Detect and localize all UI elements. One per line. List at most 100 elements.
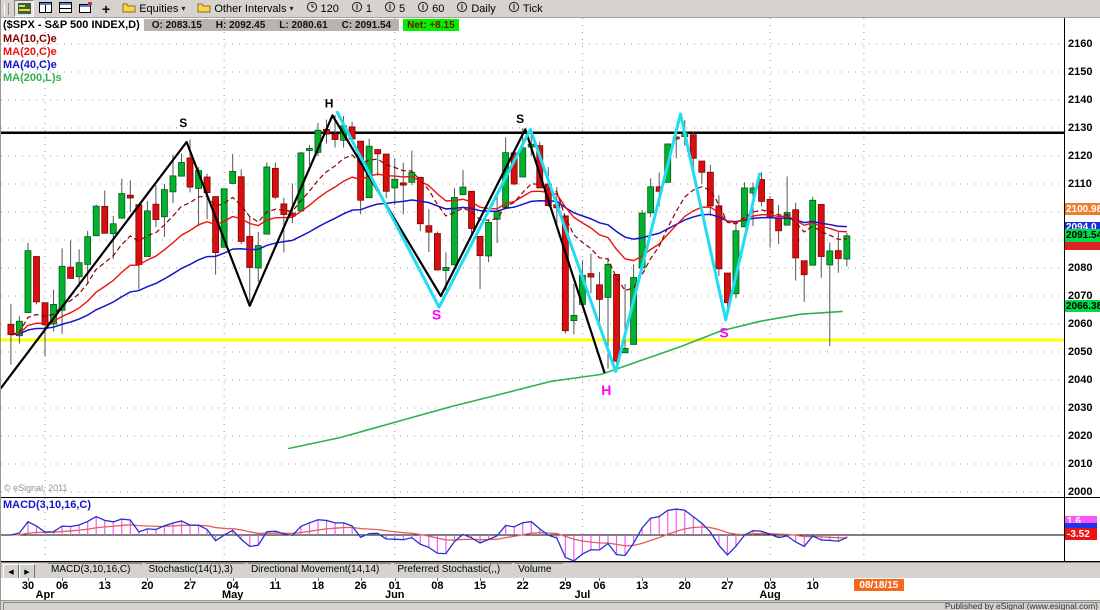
price-axis-label: 2160 <box>1068 38 1093 50</box>
x-tick-mark <box>727 578 729 581</box>
macd-line <box>10 508 848 562</box>
macd-value-badge <box>1065 523 1097 531</box>
price-axis-label: 2120 <box>1068 150 1093 162</box>
x-tick-mark <box>62 578 64 581</box>
x-tick-label: 20 <box>678 580 691 592</box>
add-symbol-button[interactable]: + <box>102 0 111 17</box>
interval-label: Daily <box>471 2 496 15</box>
interval-button-120[interactable]: 120 <box>302 1 343 16</box>
x-tick-mark <box>642 578 644 581</box>
chevron-down-icon: ▾ <box>289 4 294 13</box>
x-tick-mark <box>275 578 277 581</box>
pattern-label: H <box>601 382 611 398</box>
price-axis-label: 2140 <box>1068 94 1093 106</box>
x-tick-mark <box>147 578 149 581</box>
status-bar: Published by eSignal (www.esignal.com) <box>1 600 1100 610</box>
x-month-label: Aug <box>759 589 781 601</box>
interval-button-60[interactable]: I 60 <box>413 1 448 16</box>
interval-label: 1 <box>365 2 372 15</box>
price-axis-label: 2020 <box>1068 430 1093 442</box>
x-tick-label: 13 <box>98 580 111 592</box>
menu-equities[interactable]: Equities ▾ <box>118 1 189 16</box>
panel-divider[interactable] <box>1 497 1100 498</box>
panel-divider-bottom[interactable] <box>1 561 1100 562</box>
price-badge: 2091.54 <box>1065 229 1100 243</box>
study-label-ma40[interactable]: MA(40,C)e <box>3 59 57 71</box>
menu-label: Other Intervals <box>214 2 287 15</box>
study-label-ma20[interactable]: MA(20,C)e <box>3 46 57 58</box>
x-tick-mark <box>437 578 439 581</box>
interval-label: 60 <box>432 2 445 15</box>
price-chart-panel[interactable]: S H S S H S © eSignal, 2011 ($SPX - S&P 500 IN… <box>1 18 1065 497</box>
status-strip: Published by eSignal (www.esignal.com) <box>3 602 1100 610</box>
x-tick-mark <box>232 578 234 581</box>
window-properties-icon[interactable] <box>76 0 94 15</box>
toolbar-buttons: Equities ▾ Other Intervals ▾ 120 I 1 I 5 I 60 I Dail… <box>118 1 546 16</box>
x-tick-mark <box>360 578 362 581</box>
price-axis-label: 2000 <box>1068 486 1093 498</box>
tile-windows-icon[interactable] <box>36 0 54 15</box>
svg-text:I: I <box>512 4 515 12</box>
tab-directional-movement-14-14[interactable]: Directional Movement(14,14) <box>239 563 391 579</box>
pattern-label: S <box>179 116 187 130</box>
study-label-ma200[interactable]: MA(200,L)s <box>3 72 62 84</box>
x-tick-mark <box>770 578 772 581</box>
pattern-label: H <box>325 96 334 110</box>
interval-button-daily[interactable]: I Daily <box>452 1 499 16</box>
x-tick-label: 11 <box>269 580 282 592</box>
x-month-label: Apr <box>35 589 55 601</box>
low-value: L: 2080.61 <box>279 19 328 31</box>
close-value: C: 2091.54 <box>341 19 392 31</box>
chart-style-icon[interactable] <box>14 0 34 17</box>
price-chart-canvas[interactable]: S H S S H S © eSignal, 2011 <box>1 18 1065 497</box>
net-change-badge: Net: +8.15 <box>403 19 459 31</box>
x-tick-label: 26 <box>354 580 367 592</box>
x-tick-label: 06 <box>593 580 606 592</box>
price-axis-label: 2070 <box>1068 290 1093 302</box>
x-tick-label: 13 <box>635 580 649 592</box>
folder-icon <box>197 2 211 16</box>
toolbar: + Equities ▾ Other Intervals ▾ 120 I 1 I 5 I 60 I Da… <box>1 0 1100 18</box>
price-axis-label: 2080 <box>1068 262 1093 274</box>
macd-study-label[interactable]: MACD(3,10,16,C) <box>3 499 92 511</box>
tab-volume[interactable]: Volume <box>506 563 563 579</box>
head-shoulders-black <box>1 114 606 390</box>
toolbar-icon-group <box>14 0 94 17</box>
tab-stochastic-14-1-3[interactable]: Stochastic(14(1),3) <box>136 563 244 579</box>
price-badge: 2066.38 <box>1065 300 1100 313</box>
interval-label: Tick <box>522 2 543 15</box>
watermark: © eSignal, 2011 <box>4 483 68 493</box>
price-badge: 2100.98 <box>1065 203 1100 216</box>
axis-border <box>1064 18 1065 561</box>
tab-macd-3-10-16-c[interactable]: MACD(3,10,16,C) <box>39 563 142 579</box>
study-label-ma10[interactable]: MA(10,C)e <box>3 33 57 45</box>
x-tick-label: 27 <box>183 580 197 592</box>
tab-scroll-right-button[interactable]: ▶ <box>19 564 35 579</box>
x-tick-mark <box>522 578 524 581</box>
macd-signal-line <box>10 524 847 547</box>
macd-panel[interactable]: MACD(3,10,16,C) <box>1 498 1065 562</box>
tab-scroll-left-button[interactable]: ◀ <box>3 564 19 579</box>
macd-canvas[interactable] <box>1 498 1065 562</box>
tab-preferred-stochastic[interactable]: Preferred Stochastic(,,) <box>385 563 512 579</box>
price-axis[interactable]: 2000201020202030204020502060207020802090… <box>1065 18 1100 498</box>
head-shoulders-cyan <box>335 110 762 374</box>
new-chart-window-icon[interactable] <box>56 0 74 15</box>
x-tick-label: 29 <box>559 580 572 592</box>
interval-icon: I <box>384 1 396 16</box>
chevron-down-icon: ▾ <box>181 4 186 13</box>
x-tick-mark <box>394 578 396 581</box>
x-tick-mark <box>480 578 482 581</box>
price-axis-label: 2030 <box>1068 402 1093 414</box>
pattern-label: S <box>516 112 524 126</box>
pattern-label: S <box>719 325 728 341</box>
toolbar-grip[interactable] <box>4 2 9 15</box>
folder-icon <box>122 2 136 16</box>
x-tick-label: 15 <box>473 580 487 592</box>
x-month-label: Jun <box>384 589 405 601</box>
menu-other-intervals[interactable]: Other Intervals ▾ <box>193 1 297 16</box>
interval-button-tick[interactable]: I Tick <box>504 1 547 16</box>
